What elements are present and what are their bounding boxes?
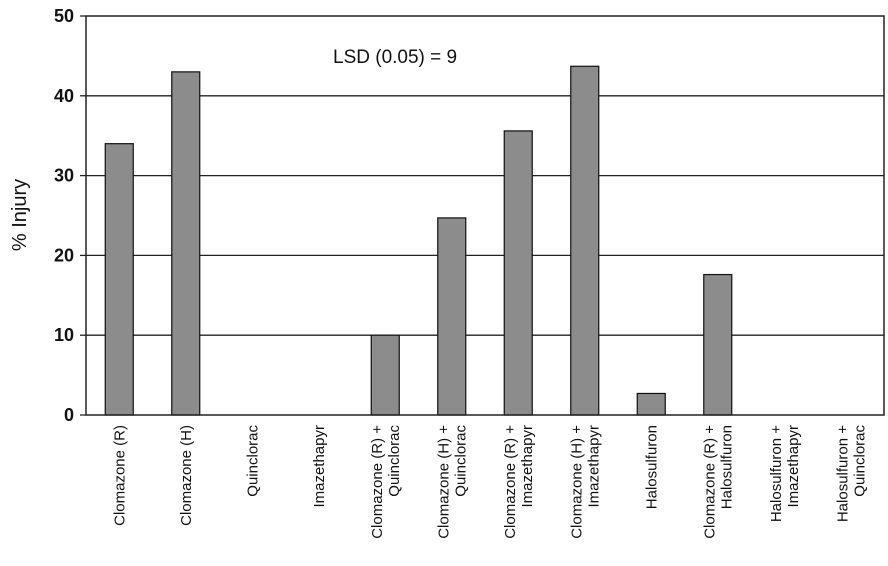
y-tick-label: 10 [54,325,74,345]
x-tick-label: Clomazone (R) +Halosulfuron [701,425,735,539]
x-tick-label: Clomazone (R) +Imazethapyr [502,425,536,539]
x-axis-tick-labels: Clomazone (R) Clomazone (H) Quinclorac Imaz… [111,425,868,539]
bars [104,65,733,416]
x-tick-label-line: Clomazone (R) + [369,425,386,539]
bar [703,273,733,416]
gridlines [86,95,884,336]
bar [636,392,666,416]
x-tick-label-line: Imazethapyr [585,425,602,508]
bar [570,65,600,416]
x-tick-label: Clomazone (H) +Imazethapyr [568,425,602,539]
plot-frame [85,15,885,416]
y-tick-label: 0 [64,405,74,425]
x-tick-label: Imazethapyr [311,425,328,508]
bar [171,71,201,416]
y-axis-ticks: 0 10 20 30 40 50 [54,6,86,425]
x-tick-label-line: Clomazone (H) + [568,425,585,539]
x-tick-label: Halosulfuron +Imazethapyr [768,425,802,522]
y-axis-label: % Injury [9,179,31,251]
x-tick-label-line: Clomazone (R) [111,425,128,526]
x-tick-label: Clomazone (H) +Quinclorac [435,425,469,539]
x-tick-label-line: Quinclorac [244,425,261,497]
x-tick-label-line: Halosulfuron + [834,425,851,522]
bar [437,217,467,416]
x-tick-label-line: Halosulfuron + [768,425,785,522]
x-tick-label-line: Clomazone (R) + [502,425,519,539]
x-tick-label-line: Imazethapyr [785,425,802,508]
x-tick-label-line: Clomazone (H) + [435,425,452,539]
x-tick-label: Quinclorac [244,425,261,497]
x-tick-label-line: Imazethapyr [519,425,536,508]
x-tick-label-line: Quinclorac [851,425,868,497]
x-tick-label: Clomazone (H) [178,425,195,526]
x-tick-label-line: Clomazone (H) [178,425,195,526]
x-tick-label-line: Clomazone (R) + [701,425,718,539]
x-tick-label: Halosulfuron [643,425,660,509]
y-tick-label: 20 [54,245,74,265]
y-tick-label: 40 [54,86,74,106]
x-tick-label-line: Halosulfuron [718,425,735,509]
x-tick-label: Clomazone (R) [111,425,128,526]
x-tick-label: Clomazone (R) +Quinclorac [369,425,403,539]
lsd-annotation: LSD (0.05) = 9 [333,47,457,68]
bar [503,130,533,416]
x-tick-label-line: Quinclorac [452,425,469,497]
bar [370,334,400,416]
x-tick-label-line: Halosulfuron [643,425,660,509]
x-tick-label-line: Quinclorac [386,425,403,497]
bar [104,143,134,416]
y-tick-label: 50 [54,6,74,26]
y-tick-label: 30 [54,166,74,186]
x-tick-label-line: Imazethapyr [311,425,328,508]
plot-border [85,15,885,416]
x-tick-label: Halosulfuron +Quinclorac [834,425,868,523]
